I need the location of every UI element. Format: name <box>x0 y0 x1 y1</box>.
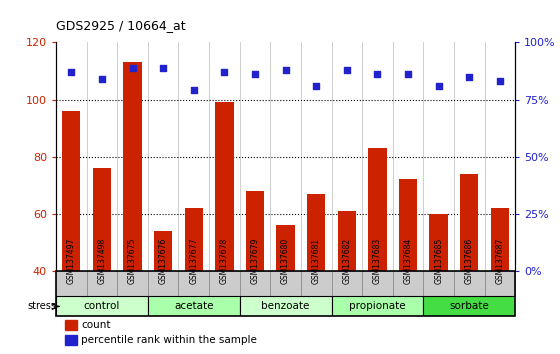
Text: GSM137497: GSM137497 <box>67 237 76 284</box>
Bar <box>423 296 515 316</box>
Bar <box>148 296 240 316</box>
Bar <box>332 271 362 296</box>
Text: GSM137676: GSM137676 <box>158 237 167 284</box>
Point <box>128 65 137 70</box>
Point <box>434 83 443 89</box>
Point <box>465 74 474 80</box>
Bar <box>56 271 87 296</box>
Text: GSM137498: GSM137498 <box>97 237 106 284</box>
Bar <box>179 271 209 296</box>
Text: percentile rank within the sample: percentile rank within the sample <box>81 335 257 345</box>
Bar <box>362 271 393 296</box>
Text: GSM137683: GSM137683 <box>373 237 382 284</box>
Bar <box>368 148 386 271</box>
Bar <box>215 102 234 271</box>
Bar <box>338 211 356 271</box>
Text: count: count <box>81 320 111 330</box>
Point <box>342 67 351 73</box>
Point <box>67 69 76 75</box>
Bar <box>246 191 264 271</box>
Text: GSM137682: GSM137682 <box>342 238 351 284</box>
Bar <box>93 168 111 271</box>
Text: sorbate: sorbate <box>450 301 489 312</box>
Text: GSM137681: GSM137681 <box>312 238 321 284</box>
Bar <box>430 214 448 271</box>
Bar <box>393 271 423 296</box>
Text: stress: stress <box>27 301 56 312</box>
Bar <box>240 296 332 316</box>
Point <box>373 72 382 77</box>
Bar <box>307 194 325 271</box>
Text: GSM137680: GSM137680 <box>281 237 290 284</box>
Bar <box>270 271 301 296</box>
Bar <box>423 271 454 296</box>
Bar <box>209 271 240 296</box>
Text: benzoate: benzoate <box>262 301 310 312</box>
Bar <box>65 320 77 330</box>
Text: GSM137677: GSM137677 <box>189 237 198 284</box>
Bar <box>277 225 295 271</box>
Point <box>281 67 290 73</box>
Bar <box>460 174 478 271</box>
Bar <box>454 271 484 296</box>
Point <box>496 79 505 84</box>
Bar <box>240 271 270 296</box>
Bar <box>56 296 148 316</box>
Text: propionate: propionate <box>349 301 406 312</box>
Point <box>312 83 321 89</box>
Point <box>404 72 413 77</box>
Bar <box>185 208 203 271</box>
Text: GSM137684: GSM137684 <box>404 237 413 284</box>
Bar <box>491 208 509 271</box>
Bar <box>399 179 417 271</box>
Bar <box>148 271 179 296</box>
Bar <box>301 271 332 296</box>
Point <box>189 87 198 93</box>
Bar <box>87 271 117 296</box>
Bar <box>62 111 81 271</box>
Text: GSM137679: GSM137679 <box>250 237 259 284</box>
Text: GSM137687: GSM137687 <box>496 237 505 284</box>
Text: acetate: acetate <box>174 301 213 312</box>
Bar <box>65 335 77 346</box>
Bar <box>484 271 515 296</box>
Text: GSM137685: GSM137685 <box>434 237 443 284</box>
Bar <box>154 231 172 271</box>
Text: GSM137675: GSM137675 <box>128 237 137 284</box>
Text: GSM137678: GSM137678 <box>220 237 229 284</box>
Text: GDS2925 / 10664_at: GDS2925 / 10664_at <box>56 19 185 32</box>
Point <box>220 69 229 75</box>
Text: GSM137686: GSM137686 <box>465 237 474 284</box>
Bar <box>117 271 148 296</box>
Text: control: control <box>84 301 120 312</box>
Point <box>97 76 106 82</box>
Point <box>250 72 259 77</box>
Bar <box>123 62 142 271</box>
Bar <box>332 296 423 316</box>
Point <box>158 65 167 70</box>
